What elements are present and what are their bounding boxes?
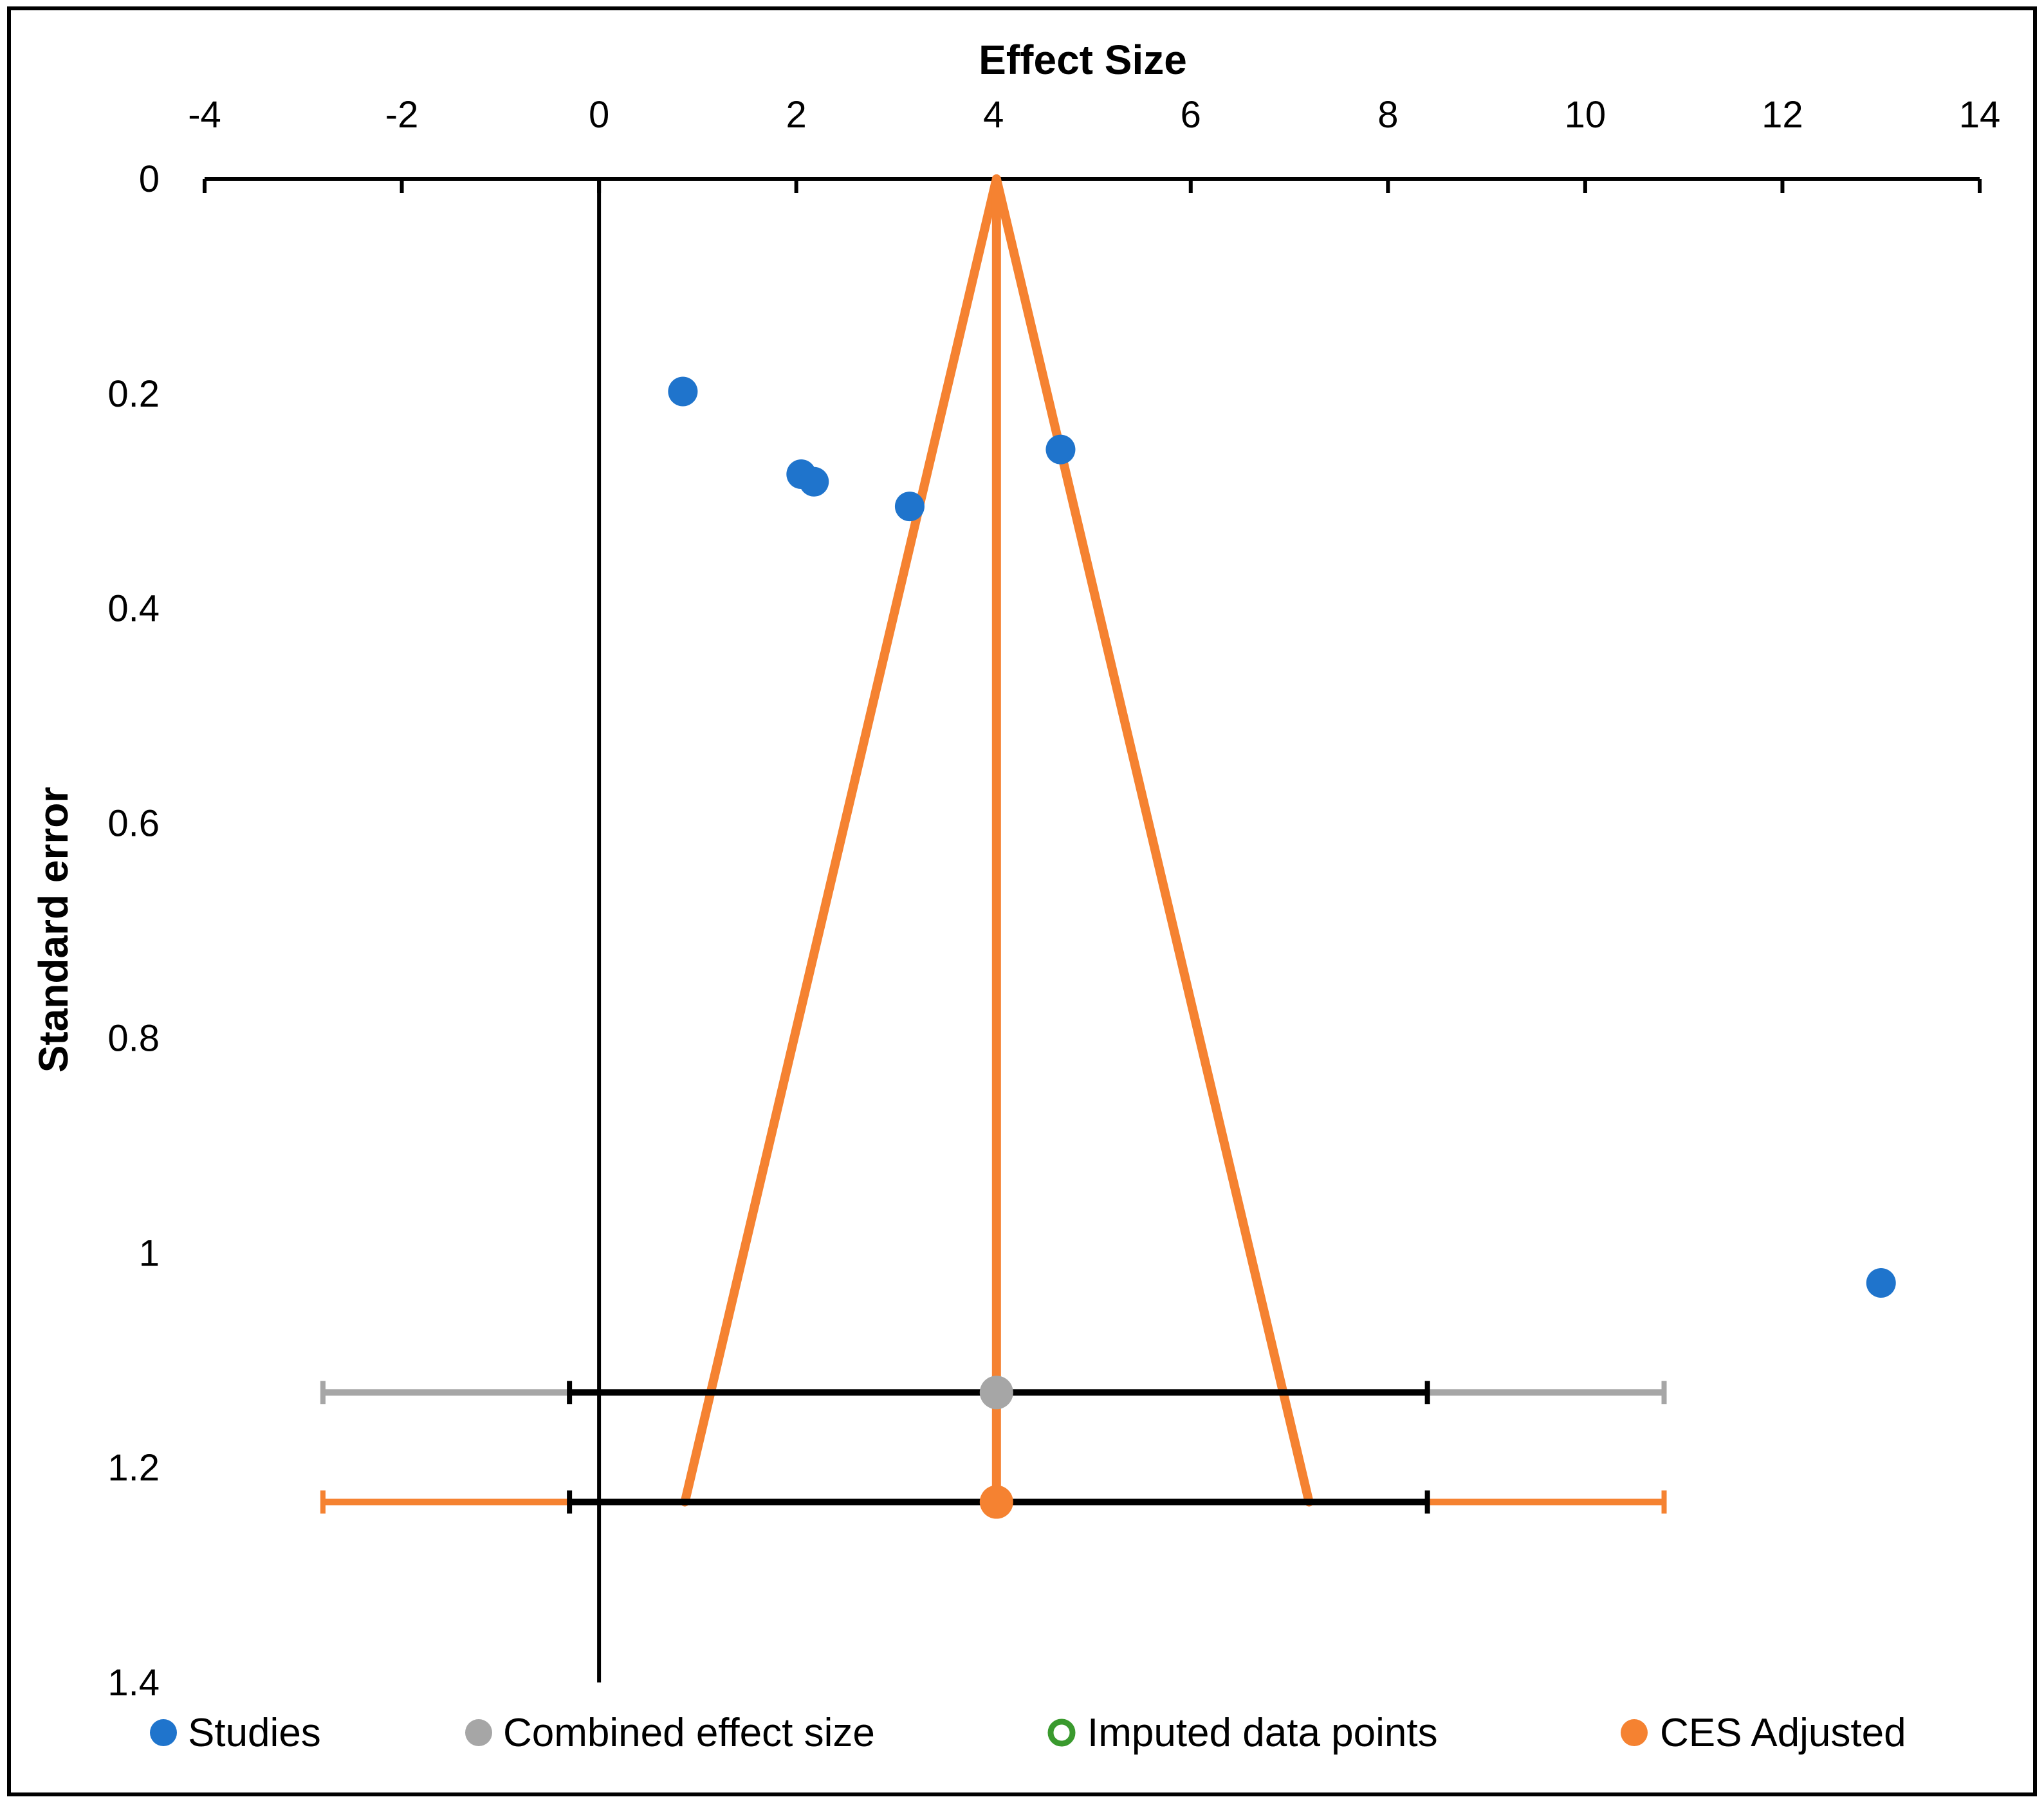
point-ces-adjusted bbox=[979, 1485, 1013, 1519]
x-tick-label: 14 bbox=[1959, 94, 2001, 136]
point-studies bbox=[1866, 1268, 1896, 1298]
legend-label-studies: Studies bbox=[188, 1711, 321, 1755]
y-axis-title: Standard error bbox=[30, 787, 77, 1073]
point-studies bbox=[894, 492, 925, 522]
x-tick-label: 10 bbox=[1565, 94, 1607, 136]
y-tick-label: 0.2 bbox=[107, 373, 160, 415]
point-studies bbox=[668, 376, 698, 407]
legend-item-imputed: Imputed data points bbox=[1047, 1711, 1438, 1755]
y-tick-label: 0 bbox=[139, 158, 160, 200]
legend-label-combined: Combined effect size bbox=[503, 1711, 875, 1755]
x-tick-label: 12 bbox=[1762, 94, 1803, 136]
y-tick-labels: 0 0.2 0.4 0.6 0.8 1 1.2 1.4 bbox=[107, 158, 160, 1704]
legend-item-ces-adjusted: CES Adjusted bbox=[1621, 1711, 1906, 1755]
x-tick-label: 4 bbox=[983, 94, 1004, 136]
y-tick-label: 1.4 bbox=[107, 1662, 160, 1704]
y-tick-label: 0.4 bbox=[107, 588, 160, 630]
point-studies bbox=[799, 466, 829, 497]
y-tick-label: 0.8 bbox=[107, 1017, 160, 1059]
point-studies bbox=[1045, 434, 1076, 465]
x-tick-label: 8 bbox=[1377, 94, 1398, 136]
legend-label-ces-adjusted: CES Adjusted bbox=[1660, 1711, 1906, 1755]
funnel-right-edge bbox=[991, 174, 1314, 1507]
legend-item-studies: Studies bbox=[150, 1711, 321, 1755]
legend-marker-studies bbox=[150, 1719, 177, 1746]
data-points bbox=[668, 376, 1896, 1519]
legend-marker-imputed bbox=[1047, 1718, 1076, 1747]
x-tick-label: 2 bbox=[786, 94, 807, 136]
y-tick-label: 1 bbox=[139, 1232, 160, 1274]
y-tick-label: 0.6 bbox=[107, 803, 160, 845]
legend-label-imputed: Imputed data points bbox=[1087, 1711, 1438, 1755]
funnel-group bbox=[680, 174, 1314, 1507]
point-combined-effect-size bbox=[979, 1376, 1013, 1410]
x-axis-title: Effect Size bbox=[979, 37, 1187, 83]
x-tick-label: 6 bbox=[1181, 94, 1201, 136]
funnel-left-edge bbox=[680, 174, 1001, 1507]
x-tick-labels: -4 -2 0 2 4 6 8 10 12 14 bbox=[188, 94, 2000, 136]
legend: Studies Combined effect size Imputed dat… bbox=[150, 1711, 1906, 1755]
x-tick-label: -4 bbox=[188, 94, 221, 136]
x-tick-label: -2 bbox=[385, 94, 419, 136]
legend-marker-ces-adjusted bbox=[1621, 1719, 1648, 1746]
y-tick-label: 1.2 bbox=[107, 1447, 160, 1489]
x-tick-label: 0 bbox=[589, 94, 609, 136]
legend-item-combined: Combined effect size bbox=[465, 1711, 875, 1755]
legend-marker-combined bbox=[465, 1719, 492, 1746]
